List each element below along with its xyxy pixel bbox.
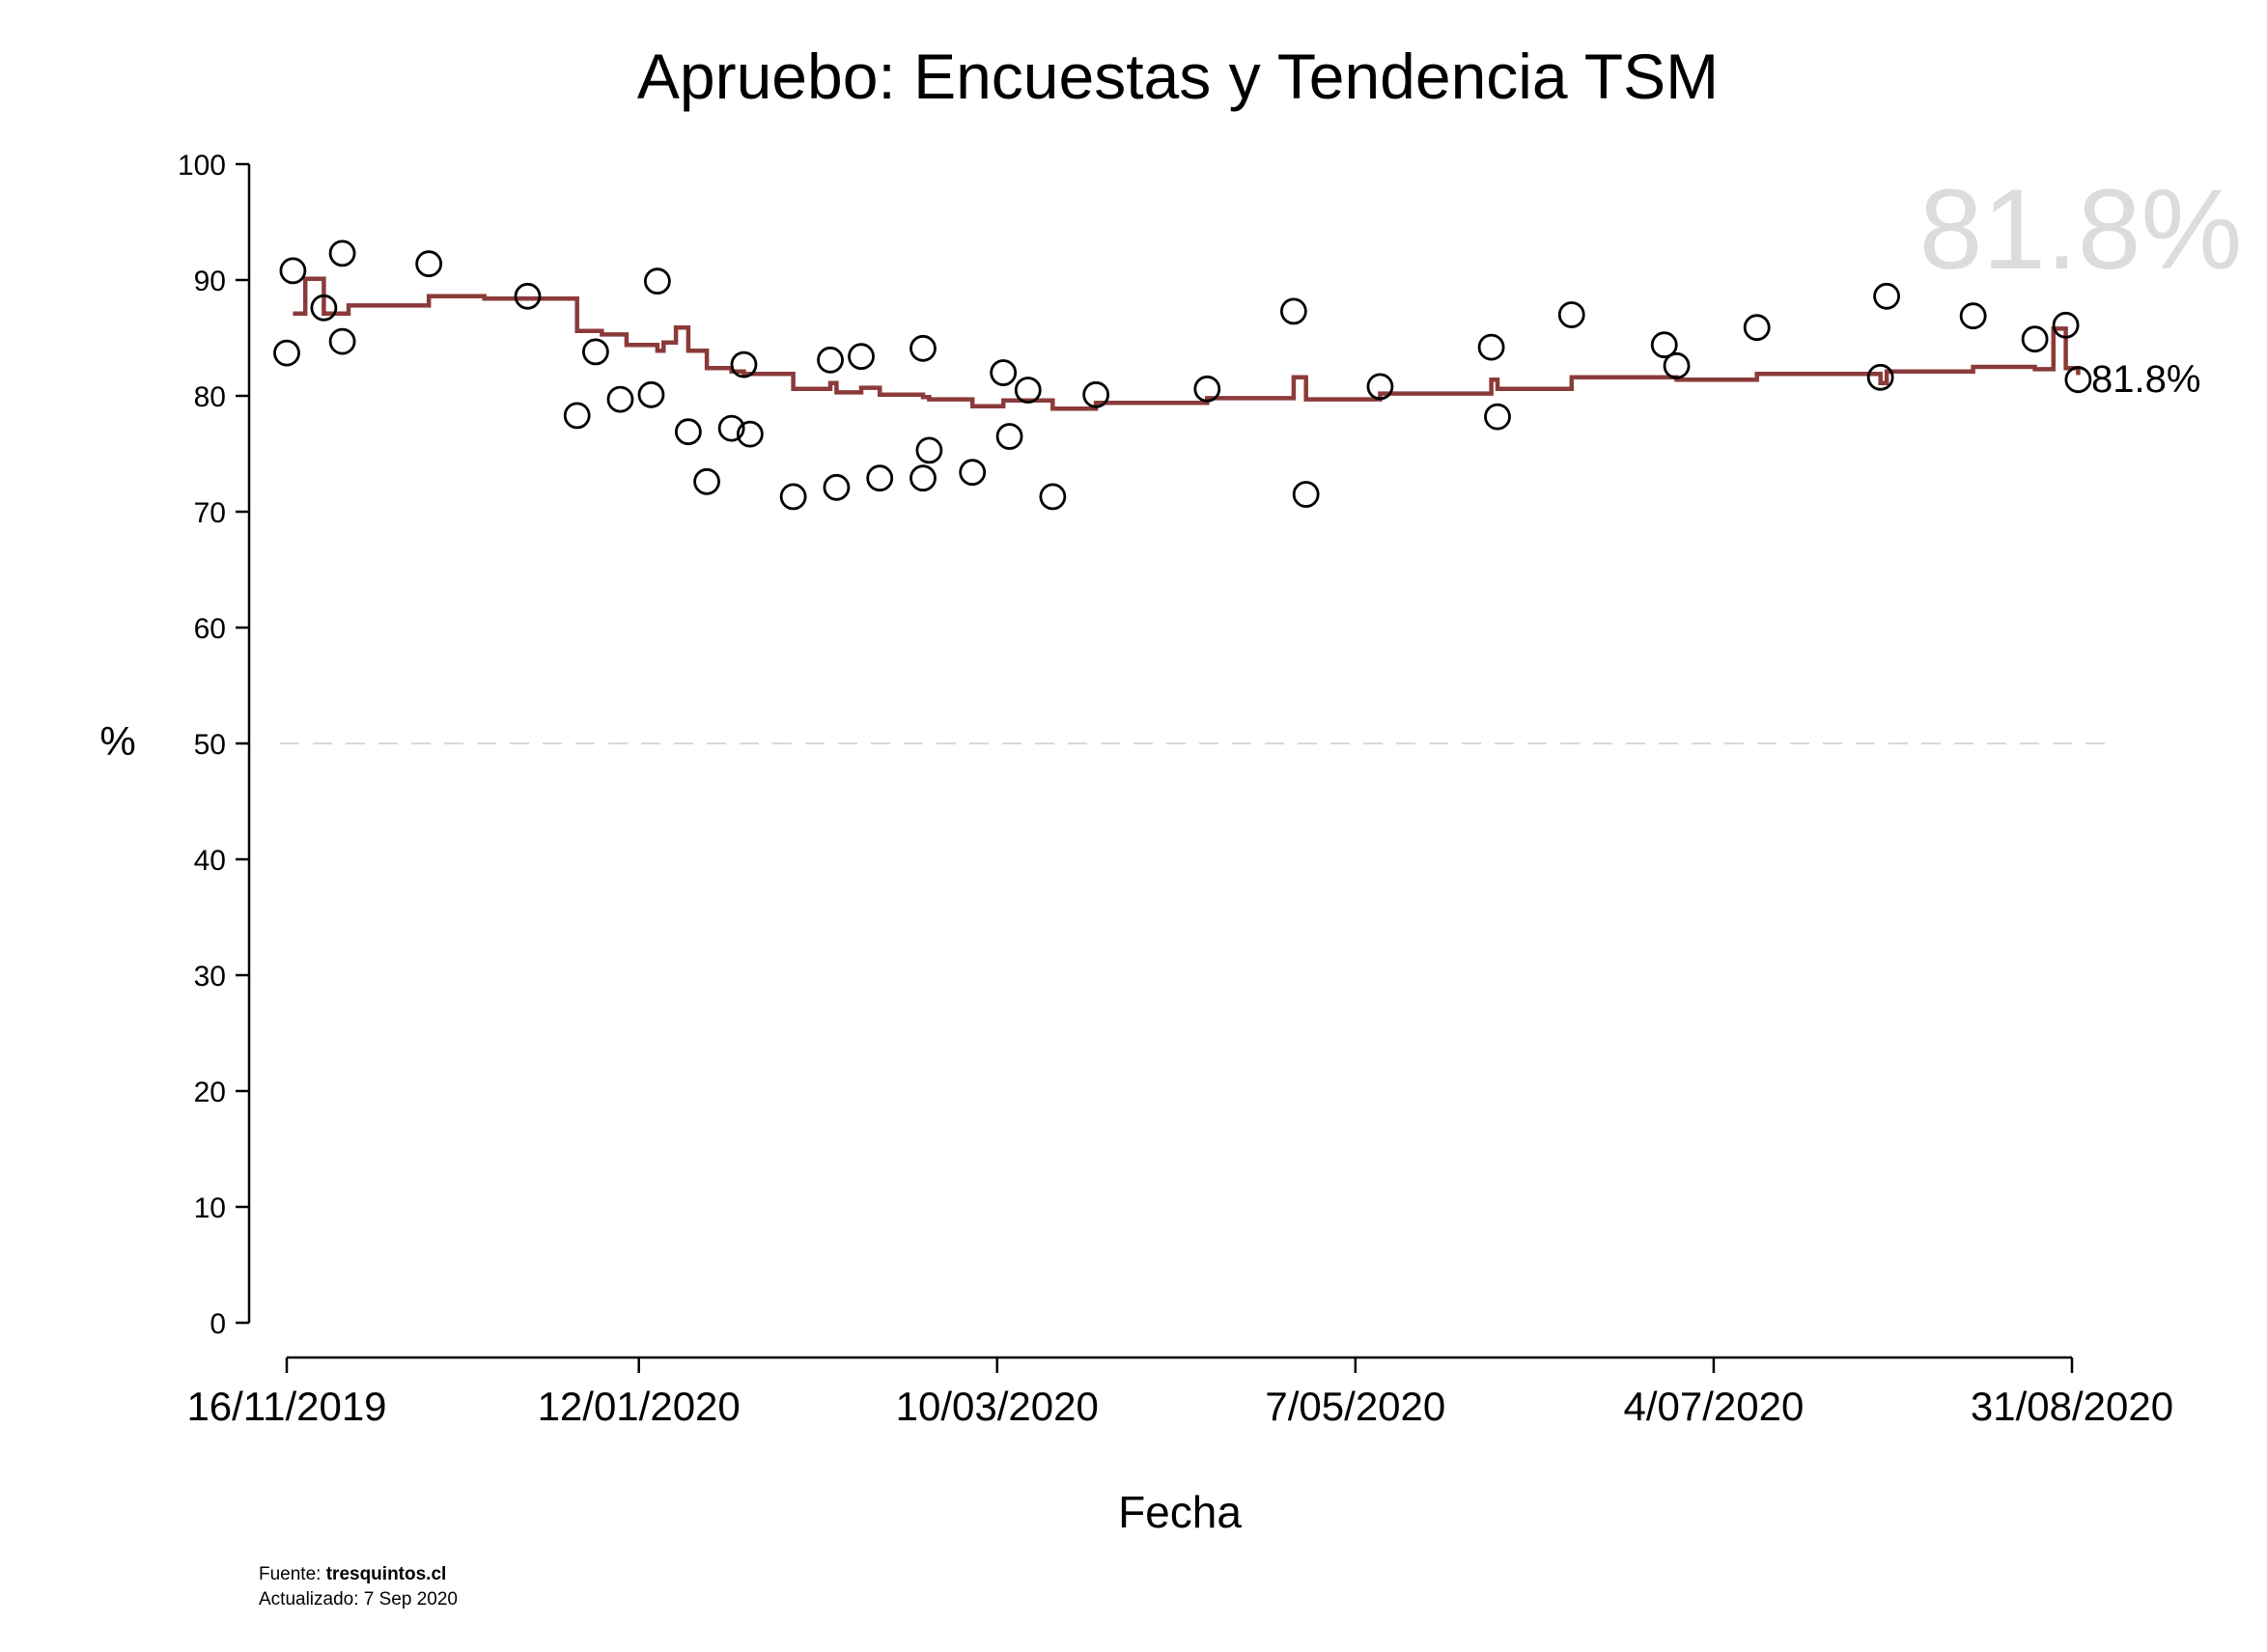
- poll-point: [2021, 325, 2049, 353]
- y-tick-label: 30: [194, 961, 226, 993]
- poll-point: [866, 464, 894, 492]
- poll-point: [693, 467, 720, 495]
- poll-point: [643, 267, 671, 295]
- y-tick-label: 40: [194, 845, 226, 877]
- poll-point: [1866, 363, 1894, 391]
- poll-point: [328, 239, 356, 267]
- poll-point: [779, 483, 807, 511]
- poll-point: [1292, 481, 1320, 508]
- poll-point: [990, 359, 1018, 386]
- poll-point: [717, 414, 745, 442]
- points-layer: [273, 239, 2092, 511]
- x-tick-label: 16/11/2019: [186, 1384, 386, 1429]
- latest-value-watermark: 81.8%: [1919, 166, 2243, 294]
- poll-point: [1743, 314, 1771, 342]
- axes: 0 10 20 30 40 50 60 70 80 90 100 16/11/2019 12/01/20…: [178, 150, 2173, 1429]
- poll-point: [1279, 297, 1307, 325]
- latest-value-label: 81.8%: [2091, 358, 2200, 401]
- trend-step-line: [293, 276, 2081, 411]
- y-axis-title: %: [99, 718, 135, 764]
- x-tick-label: 4/07/2020: [1623, 1384, 1804, 1429]
- y-tick-label: 90: [194, 266, 226, 297]
- footer-source-prefix: Fuente:: [259, 1564, 326, 1584]
- x-tick-label: 12/01/2020: [538, 1384, 741, 1429]
- poll-point: [674, 418, 702, 446]
- y-tick-label: 10: [194, 1192, 226, 1224]
- poll-point: [310, 294, 338, 322]
- y-tick-label: 0: [210, 1308, 226, 1340]
- poll-point: [823, 473, 851, 501]
- x-tick-label: 31/08/2020: [1971, 1384, 2173, 1429]
- poll-point: [1039, 483, 1067, 511]
- poll-point: [848, 343, 875, 371]
- poll-point: [910, 464, 937, 492]
- poll-point: [736, 420, 764, 448]
- poll-point: [1959, 302, 1987, 330]
- y-tick-label: 70: [194, 497, 226, 529]
- poll-point: [415, 250, 443, 278]
- y-tick-label: 100: [178, 150, 226, 182]
- poll-point: [1082, 380, 1110, 408]
- footer-updated: Actualizado: 7 Sep 2020: [259, 1589, 458, 1610]
- x-tick-label: 7/05/2020: [1265, 1384, 1445, 1429]
- poll-point: [2052, 311, 2080, 339]
- poll-point: [514, 282, 542, 310]
- poll-point: [1650, 331, 1678, 359]
- poll-point: [915, 436, 943, 464]
- poll-point: [328, 327, 356, 355]
- chart-title: Apruebo: Encuestas y Tendencia TSM: [637, 41, 1719, 112]
- poll-point: [959, 459, 987, 487]
- y-tick-label: 60: [194, 613, 226, 645]
- poll-point: [1557, 301, 1585, 328]
- footer-source: Fuente: tresquintos.cl: [259, 1564, 446, 1584]
- poll-point: [637, 380, 665, 408]
- poll-point: [1663, 351, 1691, 379]
- y-tick-label: 50: [194, 729, 226, 761]
- poll-point: [1366, 373, 1394, 401]
- trend-layer: [293, 276, 2081, 411]
- poll-point: [1873, 282, 1900, 310]
- footer-source-name: tresquintos.cl: [326, 1564, 447, 1584]
- poll-point: [1193, 375, 1221, 403]
- poll-point: [1014, 377, 1042, 404]
- y-tick-label: 80: [194, 381, 226, 413]
- poll-point: [581, 338, 609, 366]
- x-tick-label: 10/03/2020: [896, 1384, 1099, 1429]
- x-axis-title: Fecha: [1118, 1487, 1242, 1537]
- y-tick-label: 20: [194, 1077, 226, 1108]
- poll-point: [2064, 366, 2092, 394]
- poll-point: [817, 346, 844, 374]
- poll-point: [995, 423, 1023, 450]
- poll-point: [730, 350, 758, 378]
- poll-point: [273, 339, 300, 367]
- poll-point: [1477, 333, 1505, 361]
- poll-point: [1484, 403, 1511, 431]
- poll-point: [279, 257, 307, 285]
- poll-point: [563, 402, 591, 430]
- poll-point: [606, 385, 634, 413]
- poll-point: [910, 334, 937, 362]
